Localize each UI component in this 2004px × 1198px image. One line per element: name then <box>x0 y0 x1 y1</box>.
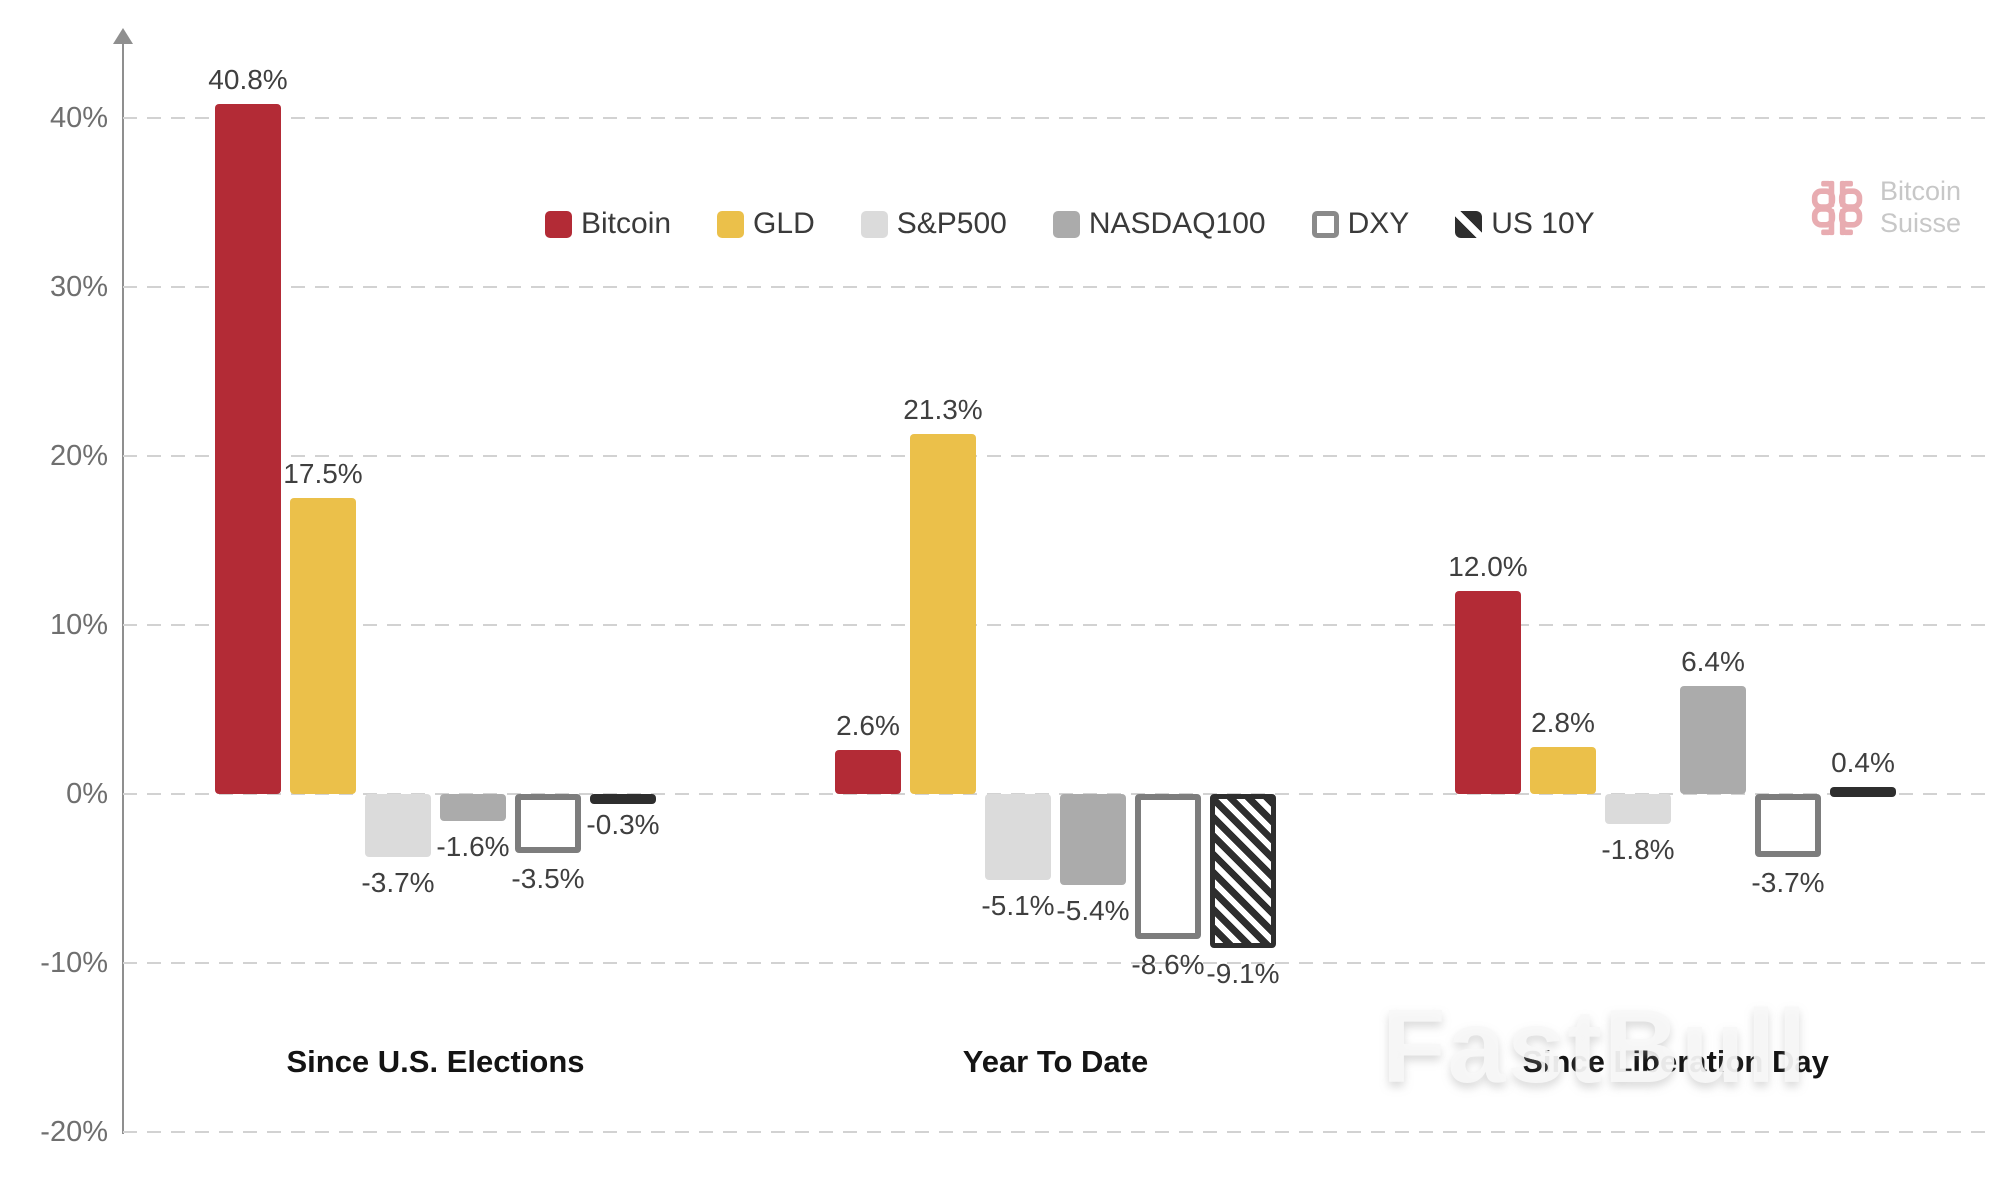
gridline-10 <box>123 624 1985 626</box>
brand-line-2: Suisse <box>1880 208 1962 238</box>
y-tick-0: 0% <box>66 778 108 810</box>
value-label-dxy-since-u-s-elections: -3.5% <box>511 863 585 895</box>
brand-line-1: Bitcoin <box>1880 176 1962 207</box>
category-label-since-u-s-elections: Since U.S. Elections <box>286 1044 585 1079</box>
legend-label-gld: GLD <box>753 207 815 240</box>
bar-dxy-since-u-s-elections <box>515 794 581 854</box>
y-tick-10: -10% <box>40 947 108 979</box>
y-tick-20: 20% <box>49 440 108 472</box>
gridline-10 <box>123 962 1985 964</box>
legend-label-s-p500: S&P500 <box>896 207 1007 240</box>
legend: Bitcoin GLD S&P500 NASDAQ100 DXY US 10Y <box>545 207 1595 241</box>
value-label-s-p500-since-liberation-day: -1.8% <box>1601 834 1675 866</box>
legend-label-nasdaq100: NASDAQ100 <box>1088 207 1266 240</box>
y-axis-line <box>122 42 124 1134</box>
value-label-nasdaq100-since-u-s-elections: -1.6% <box>436 831 510 863</box>
bar-dxy-since-liberation-day <box>1755 794 1821 857</box>
legend-item-us-10y: US 10Y <box>1455 207 1595 241</box>
bar-nasdaq100-year-to-date <box>1060 794 1126 886</box>
gridline-40 <box>123 117 1985 119</box>
value-label-gld-since-u-s-elections: 17.5% <box>283 458 363 490</box>
bar-s-p500-since-u-s-elections <box>365 794 431 857</box>
bar-dxy-year-to-date <box>1135 794 1201 940</box>
legend-item-gld: GLD <box>717 207 815 241</box>
value-label-gld-year-to-date: 21.3% <box>903 394 983 426</box>
legend-swatch-gld-icon <box>717 210 745 238</box>
bar-s-p500-year-to-date <box>985 794 1051 881</box>
bar-s-p500-since-liberation-day <box>1605 794 1671 825</box>
bar-bitcoin-year-to-date <box>835 750 901 794</box>
bar-gld-year-to-date <box>910 434 976 794</box>
gridline-0 <box>123 793 1985 795</box>
y-axis-arrow-icon <box>113 28 133 44</box>
value-label-bitcoin-year-to-date: 2.6% <box>836 710 900 742</box>
bar-bitcoin-since-liberation-day <box>1455 591 1521 794</box>
bar-nasdaq100-since-u-s-elections <box>440 794 506 822</box>
gridline-20 <box>123 1131 1985 1133</box>
legend-label-bitcoin: Bitcoin <box>581 207 672 240</box>
bar-gld-since-u-s-elections <box>290 498 356 794</box>
value-label-us-10y-since-liberation-day: 0.4% <box>1831 747 1895 779</box>
gridline-30 <box>123 286 1985 288</box>
bitcoin-suisse-brand: Bitcoin Suisse <box>1810 176 1961 240</box>
value-label-dxy-year-to-date: -8.6% <box>1131 949 1205 981</box>
legend-label-us-10y: US 10Y <box>1491 207 1595 240</box>
bar-us-10y-year-to-date <box>1210 794 1276 948</box>
value-label-bitcoin-since-liberation-day: 12.0% <box>1448 551 1528 583</box>
legend-swatch-us-10y-icon <box>1455 210 1483 238</box>
bar-us-10y-since-liberation-day <box>1830 787 1896 798</box>
category-label-since-liberation-day: Since Liberation Day <box>1522 1044 1829 1079</box>
bar-gld-since-liberation-day <box>1530 746 1596 794</box>
value-label-nasdaq100-year-to-date: -5.4% <box>1056 895 1130 927</box>
legend-swatch-bitcoin-icon <box>545 210 572 238</box>
y-tick-10: 10% <box>49 609 108 641</box>
bar-us-10y-since-u-s-elections <box>590 794 656 804</box>
value-label-us-10y-year-to-date: -9.1% <box>1206 957 1280 989</box>
legend-item-nasdaq100: NASDAQ100 <box>1052 207 1266 241</box>
legend-label-dxy: DXY <box>1347 207 1410 240</box>
legend-item-s-p500: S&P500 <box>860 207 1007 241</box>
value-label-nasdaq100-since-liberation-day: 6.4% <box>1681 645 1745 677</box>
value-label-s-p500-since-u-s-elections: -3.7% <box>361 866 435 898</box>
gridline-20 <box>123 455 1985 457</box>
value-label-bitcoin-since-u-s-elections: 40.8% <box>208 64 288 96</box>
bitcoin-suisse-logo-icon <box>1811 180 1863 236</box>
value-label-us-10y-since-u-s-elections: -0.3% <box>586 809 660 841</box>
brand-text: Bitcoin Suisse <box>1880 176 1961 240</box>
y-tick-20: -20% <box>40 1116 108 1148</box>
value-label-dxy-since-liberation-day: -3.7% <box>1751 866 1825 898</box>
legend-item-bitcoin: Bitcoin <box>545 207 671 241</box>
legend-item-dxy: DXY <box>1311 207 1410 241</box>
category-label-year-to-date: Year To Date <box>962 1044 1149 1079</box>
bar-nasdaq100-since-liberation-day <box>1680 685 1746 794</box>
y-tick-30: 30% <box>49 271 108 303</box>
bar-bitcoin-since-u-s-elections <box>215 104 281 794</box>
value-label-gld-since-liberation-day: 2.8% <box>1531 706 1595 738</box>
legend-swatch-dxy-icon <box>1311 210 1339 238</box>
y-tick-40: 40% <box>49 102 108 134</box>
legend-swatch-nasdaq100-icon <box>1052 210 1080 238</box>
legend-swatch-s-p500-icon <box>860 210 888 238</box>
value-label-s-p500-year-to-date: -5.1% <box>981 890 1055 922</box>
